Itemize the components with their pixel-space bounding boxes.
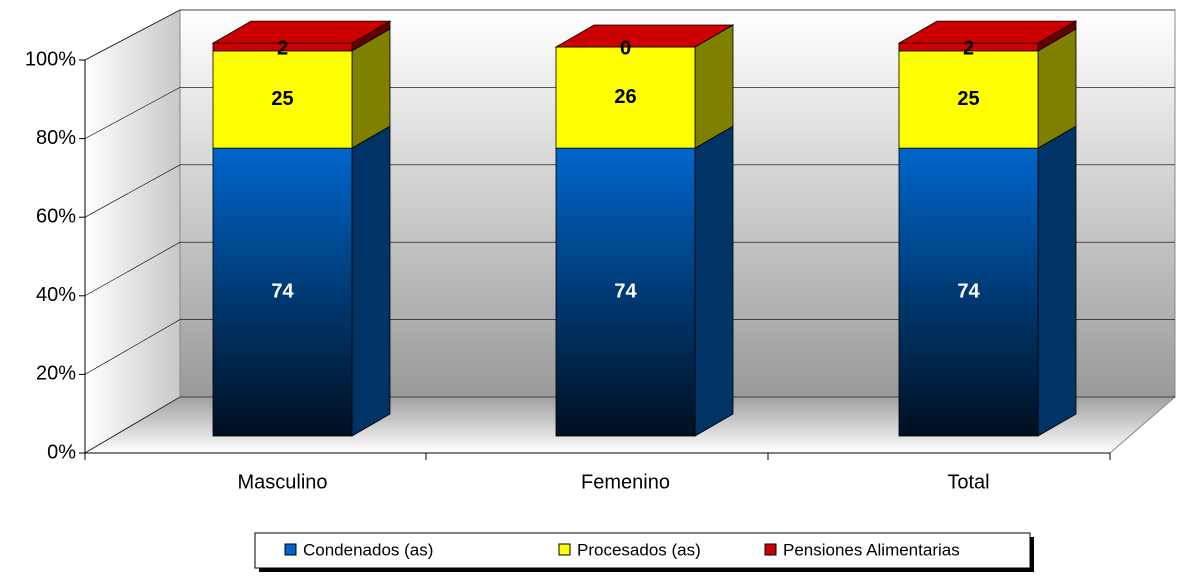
y-tick-label: 100%	[25, 48, 76, 70]
value-label: 25	[271, 88, 293, 110]
x-tick-label: Masculino	[237, 471, 327, 493]
y-tick-label: 0%	[47, 441, 76, 463]
legend-swatch	[284, 543, 297, 556]
x-tick-label: Total	[947, 471, 989, 493]
value-label: 2	[963, 37, 974, 59]
legend-swatch	[764, 543, 777, 556]
bar	[898, 147, 1039, 437]
side-wall	[84, 9, 181, 454]
bar	[212, 147, 353, 437]
bar	[555, 46, 696, 149]
value-label: 26	[614, 86, 636, 108]
grid-line	[84, 319, 1175, 375]
grid-line	[84, 241, 1175, 297]
legend	[254, 532, 1031, 569]
y-tick-label: 60%	[36, 205, 76, 227]
value-label: 2	[277, 37, 288, 59]
grid-line	[84, 9, 1175, 61]
value-label: 74	[614, 280, 637, 302]
legend-label: Procesados (as)	[577, 540, 701, 559]
bar-top	[554, 24, 735, 48]
bar	[212, 50, 353, 149]
y-tick-label: 20%	[36, 363, 76, 385]
value-label: 0	[620, 37, 631, 59]
bar-side	[694, 125, 734, 437]
bar-top	[897, 20, 1078, 44]
y-tick-label: 40%	[36, 284, 76, 306]
value-label: 74	[271, 280, 294, 302]
legend-label: Pensiones Alimentarias	[783, 540, 960, 559]
bar-side	[1037, 125, 1077, 437]
grid-line	[84, 396, 1175, 454]
legend-swatch	[558, 543, 571, 556]
grid-line	[84, 87, 1175, 139]
bar-top	[211, 20, 392, 44]
grid-line	[84, 164, 1175, 218]
bar-side	[351, 125, 391, 437]
x-tick-label: Femenino	[581, 471, 670, 493]
value-label: 74	[957, 280, 980, 302]
value-label: 25	[957, 88, 979, 110]
bar	[898, 50, 1039, 149]
bar	[555, 147, 696, 437]
legend-label: Condenados (as)	[303, 540, 433, 559]
y-tick-label: 80%	[36, 127, 76, 149]
